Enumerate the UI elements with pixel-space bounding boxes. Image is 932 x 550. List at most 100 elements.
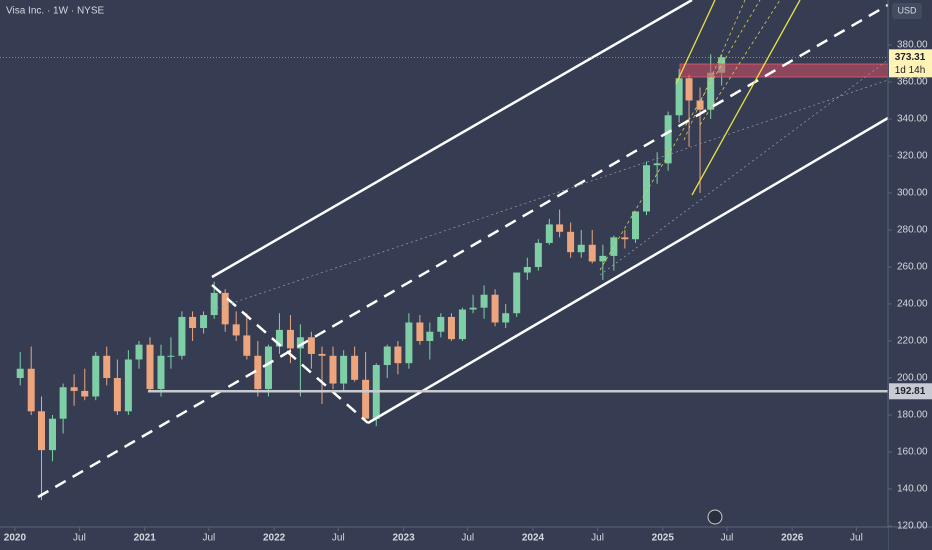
drawings	[37, 0, 888, 499]
candle-body	[243, 335, 251, 356]
candle-body	[642, 165, 650, 212]
candle-body	[502, 313, 510, 323]
candle-body	[16, 368, 24, 378]
channel-lower	[367, 116, 888, 425]
candle-body	[296, 337, 304, 349]
candle-body	[588, 244, 596, 262]
candle-body	[200, 315, 208, 329]
x-tick-label: 2023	[392, 533, 415, 544]
candle-body	[318, 353, 326, 356]
candle-body	[491, 294, 499, 323]
x-tick-label: Jul	[202, 533, 215, 544]
candle-body	[621, 237, 629, 240]
x-tick-label: Jul	[332, 533, 345, 544]
candle-body	[556, 224, 564, 232]
candle-body	[113, 377, 121, 412]
y-tick-label: 220.00	[897, 336, 928, 347]
candle-body	[447, 316, 455, 340]
y-tick-label: 280.00	[897, 225, 928, 236]
candle-body	[232, 324, 240, 336]
candle-body	[567, 231, 575, 253]
candle-body	[685, 78, 693, 101]
currency[interactable]: USD	[897, 5, 917, 15]
candle-body	[394, 346, 402, 364]
level-label: 192.81	[895, 386, 926, 397]
candle-body	[146, 344, 154, 390]
fork-mid	[683, 0, 746, 141]
candle-body	[340, 355, 348, 384]
candle-body	[513, 272, 521, 314]
fork-lower	[691, 0, 801, 196]
x-tick-label: Jul	[850, 533, 863, 544]
x-tick-label: 2021	[134, 533, 157, 544]
guide-line	[211, 79, 888, 311]
y-tick-label: 240.00	[897, 299, 928, 310]
countdown: 1d 14h	[895, 65, 926, 76]
candle-body	[48, 418, 56, 451]
x-tick-label: 2025	[652, 533, 675, 544]
logo[interactable]	[707, 509, 723, 525]
channel-middle	[37, 3, 888, 499]
level-label-box	[889, 383, 932, 400]
symbol-title: Visa Inc. · 1W · NYSE	[6, 6, 105, 17]
y-tick-label: 380.00	[897, 40, 928, 51]
channel-upper	[211, 0, 693, 279]
candle-body	[178, 316, 186, 356]
candle-body	[523, 266, 531, 273]
time-axis	[0, 528, 888, 550]
levels: 192.81 373.31 1d 14h	[0, 49, 932, 400]
fork-mid	[699, 0, 781, 126]
fork-upper	[675, 0, 716, 85]
candle-body	[632, 211, 640, 240]
candle-body	[37, 411, 45, 451]
candle-body	[157, 355, 165, 390]
candle-body	[351, 355, 359, 380]
last-price-label: 373.31	[895, 52, 926, 63]
x-tick-label: Jul	[461, 533, 474, 544]
candle-body	[210, 292, 218, 316]
x-tick-label: Jul	[591, 533, 604, 544]
candle-body	[707, 72, 715, 110]
candle-body	[221, 292, 229, 325]
candle-body	[664, 115, 672, 164]
candle-body	[59, 387, 67, 419]
x-tick-label: 2026	[781, 533, 804, 544]
candle-body	[92, 355, 100, 397]
candle-body	[275, 329, 283, 347]
candle-body	[405, 322, 413, 364]
candle-body	[135, 344, 143, 360]
y-tick-label: 360.00	[897, 77, 928, 88]
x-tick-label: Jul	[73, 533, 86, 544]
candle-body	[254, 355, 262, 390]
axes: 120.00 140.00 160.00 180.00 200.00 220.00 240.…	[4, 40, 928, 544]
candle-body	[458, 309, 466, 340]
y-tick-label: 300.00	[897, 188, 928, 199]
candle-body	[81, 390, 89, 397]
candle-body	[307, 337, 315, 354]
candle-body	[329, 355, 337, 384]
x-tick-label: 2022	[263, 533, 286, 544]
x-tick-label: 2020	[4, 533, 27, 544]
x-tick-label: Jul	[721, 533, 734, 544]
candle-body	[534, 242, 542, 267]
y-tick-label: 120.00	[897, 521, 928, 532]
candle-body	[103, 355, 111, 378]
candle-body	[124, 359, 132, 412]
down-leg	[211, 284, 369, 424]
candle-body	[696, 100, 704, 110]
y-tick-label: 340.00	[897, 114, 928, 125]
candle-body	[469, 307, 477, 310]
candle-body	[383, 346, 391, 366]
candle-body	[675, 78, 683, 116]
candle-body	[653, 163, 661, 166]
y-tick-label: 200.00	[897, 373, 928, 384]
y-tick-label: 140.00	[897, 484, 928, 495]
candle-body	[599, 255, 607, 262]
candle-body	[286, 329, 294, 349]
x-tick-label: 2024	[522, 533, 545, 544]
candle-body	[264, 346, 272, 390]
y-tick-label: 180.00	[897, 410, 928, 421]
currency-box[interactable]	[892, 3, 922, 19]
